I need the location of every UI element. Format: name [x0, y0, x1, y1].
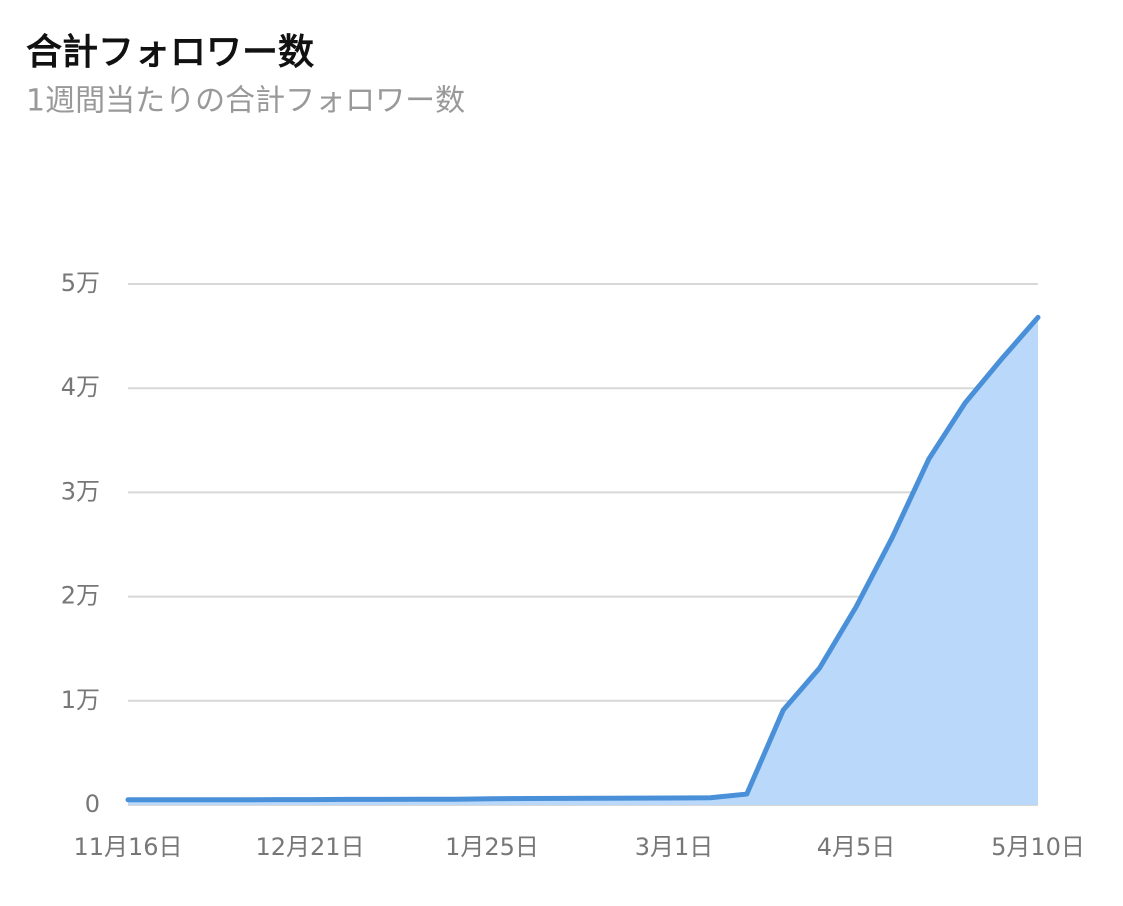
- y-tick-label: 3万: [61, 477, 100, 505]
- x-tick-label: 4月5日: [817, 833, 896, 861]
- y-tick-label: 4万: [61, 373, 100, 401]
- y-tick-label: 0: [85, 790, 100, 818]
- x-tick-label: 12月21日: [255, 833, 364, 861]
- line: [125, 314, 1041, 803]
- chart-subtitle: 1週間当たりの合計フォロワー数: [26, 84, 465, 119]
- x-tick-label: 1月25日: [445, 833, 539, 861]
- area-fill: [128, 317, 1038, 805]
- y-tick-label: 1万: [61, 686, 100, 714]
- chart-title: 合計フォロワー数: [26, 32, 314, 73]
- x-tick-label: 3月1日: [635, 833, 714, 861]
- x-tick-label: 5月10日: [991, 833, 1085, 861]
- y-tick-label: 5万: [61, 269, 100, 297]
- x-tick-label: 11月16日: [73, 833, 182, 861]
- y-tick-label: 2万: [61, 582, 100, 610]
